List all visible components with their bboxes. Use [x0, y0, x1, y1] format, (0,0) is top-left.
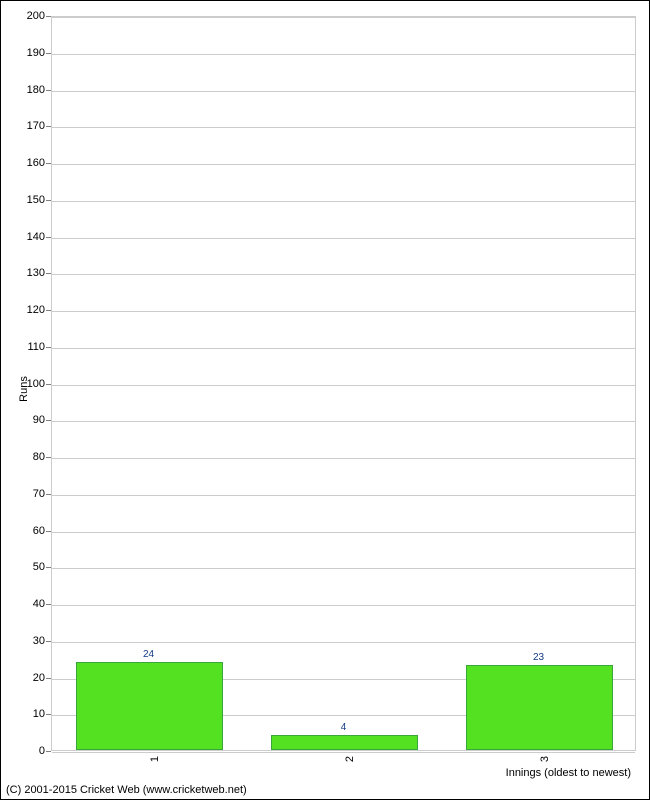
bar-value-label: 23 [533, 652, 544, 663]
y-tick-mark [46, 494, 51, 495]
bar [466, 665, 612, 750]
grid-line [52, 91, 635, 92]
y-tick-mark [46, 200, 51, 201]
y-tick-label: 200 [5, 10, 45, 22]
y-tick-label: 100 [5, 378, 45, 390]
grid-line [52, 201, 635, 202]
y-tick-label: 20 [5, 672, 45, 684]
grid-line [52, 642, 635, 643]
y-tick-label: 30 [5, 635, 45, 647]
grid-line [52, 568, 635, 569]
grid-line [52, 348, 635, 349]
y-tick-label: 190 [5, 47, 45, 59]
grid-line [52, 17, 635, 18]
y-tick-mark [46, 126, 51, 127]
y-tick-label: 130 [5, 267, 45, 279]
y-tick-mark [46, 237, 51, 238]
grid-line [52, 311, 635, 312]
plot-area [51, 16, 636, 751]
y-tick-label: 70 [5, 488, 45, 500]
grid-line [52, 532, 635, 533]
copyright-text: (C) 2001-2015 Cricket Web (www.cricketwe… [6, 784, 247, 796]
grid-line [52, 385, 635, 386]
y-tick-label: 10 [5, 708, 45, 720]
y-tick-mark [46, 384, 51, 385]
y-tick-label: 50 [5, 561, 45, 573]
y-tick-label: 120 [5, 304, 45, 316]
y-tick-mark [46, 163, 51, 164]
y-tick-mark [46, 567, 51, 568]
x-axis-label: Innings (oldest to newest) [506, 767, 631, 779]
grid-line [52, 421, 635, 422]
bar-value-label: 24 [143, 649, 154, 660]
x-tick-label: 2 [344, 756, 356, 762]
y-tick-label: 60 [5, 525, 45, 537]
y-tick-label: 150 [5, 194, 45, 206]
y-tick-label: 40 [5, 598, 45, 610]
y-tick-mark [46, 16, 51, 17]
y-tick-label: 0 [5, 745, 45, 757]
y-tick-label: 180 [5, 84, 45, 96]
y-tick-mark [46, 457, 51, 458]
grid-line [52, 605, 635, 606]
grid-line [52, 238, 635, 239]
grid-line [52, 458, 635, 459]
y-tick-label: 90 [5, 414, 45, 426]
x-tick-label: 3 [539, 756, 551, 762]
y-tick-mark [46, 678, 51, 679]
y-tick-mark [46, 714, 51, 715]
x-tick-label: 1 [149, 756, 161, 762]
y-tick-mark [46, 420, 51, 421]
bar [76, 662, 222, 750]
chart-container: Runs Innings (oldest to newest) (C) 2001… [0, 0, 650, 800]
y-tick-mark [46, 531, 51, 532]
y-tick-mark [46, 751, 51, 752]
y-tick-mark [46, 347, 51, 348]
bar-value-label: 4 [341, 722, 347, 733]
y-tick-mark [46, 604, 51, 605]
bar [271, 735, 417, 750]
y-tick-label: 170 [5, 120, 45, 132]
grid-line [52, 164, 635, 165]
y-tick-label: 110 [5, 341, 45, 353]
grid-line [52, 274, 635, 275]
y-tick-label: 140 [5, 231, 45, 243]
y-tick-mark [46, 273, 51, 274]
grid-line [52, 752, 635, 753]
y-tick-mark [46, 641, 51, 642]
grid-line [52, 54, 635, 55]
y-tick-mark [46, 310, 51, 311]
y-tick-label: 160 [5, 157, 45, 169]
y-tick-mark [46, 90, 51, 91]
y-tick-mark [46, 53, 51, 54]
grid-line [52, 127, 635, 128]
grid-line [52, 495, 635, 496]
y-tick-label: 80 [5, 451, 45, 463]
